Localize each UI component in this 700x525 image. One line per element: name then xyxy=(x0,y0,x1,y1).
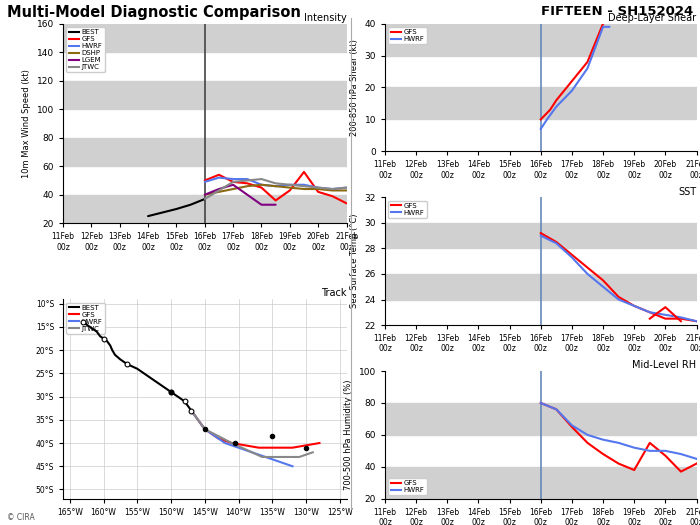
Text: FIFTEEN - SH152024: FIFTEEN - SH152024 xyxy=(540,5,693,18)
Bar xyxy=(63,195,346,223)
Bar xyxy=(385,467,696,499)
Point xyxy=(267,432,278,440)
Bar xyxy=(385,223,696,248)
Y-axis label: 700-500 hPa Humidity (%): 700-500 hPa Humidity (%) xyxy=(344,380,354,490)
Legend: BEST, GFS, HWRF, DSHP, LGEM, JTWC: BEST, GFS, HWRF, DSHP, LGEM, JTWC xyxy=(66,27,105,72)
Legend: BEST, GFS, HWRF, JTWC: BEST, GFS, HWRF, JTWC xyxy=(66,302,105,334)
Bar xyxy=(385,274,696,299)
Bar xyxy=(63,24,346,52)
Text: © CIRA: © CIRA xyxy=(7,513,35,522)
Text: Multi-Model Diagnostic Comparison: Multi-Model Diagnostic Comparison xyxy=(7,5,301,20)
Text: SST: SST xyxy=(678,186,696,196)
Text: Intensity: Intensity xyxy=(304,13,346,23)
Point xyxy=(230,439,241,447)
Bar xyxy=(385,24,696,56)
Point xyxy=(179,397,190,405)
Text: Mid-Level RH: Mid-Level RH xyxy=(632,360,696,370)
Bar xyxy=(63,81,346,109)
Text: Track: Track xyxy=(321,288,346,298)
Point xyxy=(300,444,312,452)
Legend: GFS, HWRF: GFS, HWRF xyxy=(389,27,427,44)
Bar xyxy=(385,88,696,119)
Bar xyxy=(385,403,696,435)
Point xyxy=(186,406,197,415)
Point xyxy=(199,425,210,433)
Legend: GFS, HWRF: GFS, HWRF xyxy=(389,478,427,495)
Legend: GFS, HWRF: GFS, HWRF xyxy=(389,201,427,218)
Y-axis label: Sea Surface Temp (°C): Sea Surface Temp (°C) xyxy=(350,214,359,309)
Point xyxy=(122,360,133,369)
Bar xyxy=(63,138,346,166)
Point xyxy=(98,334,109,343)
Text: Deep-Layer Shear: Deep-Layer Shear xyxy=(608,13,696,23)
Point xyxy=(78,318,89,327)
Y-axis label: 10m Max Wind Speed (kt): 10m Max Wind Speed (kt) xyxy=(22,69,32,178)
Y-axis label: 200-850 hPa Shear (kt): 200-850 hPa Shear (kt) xyxy=(350,39,359,136)
Point xyxy=(165,388,176,396)
Point xyxy=(165,388,176,396)
